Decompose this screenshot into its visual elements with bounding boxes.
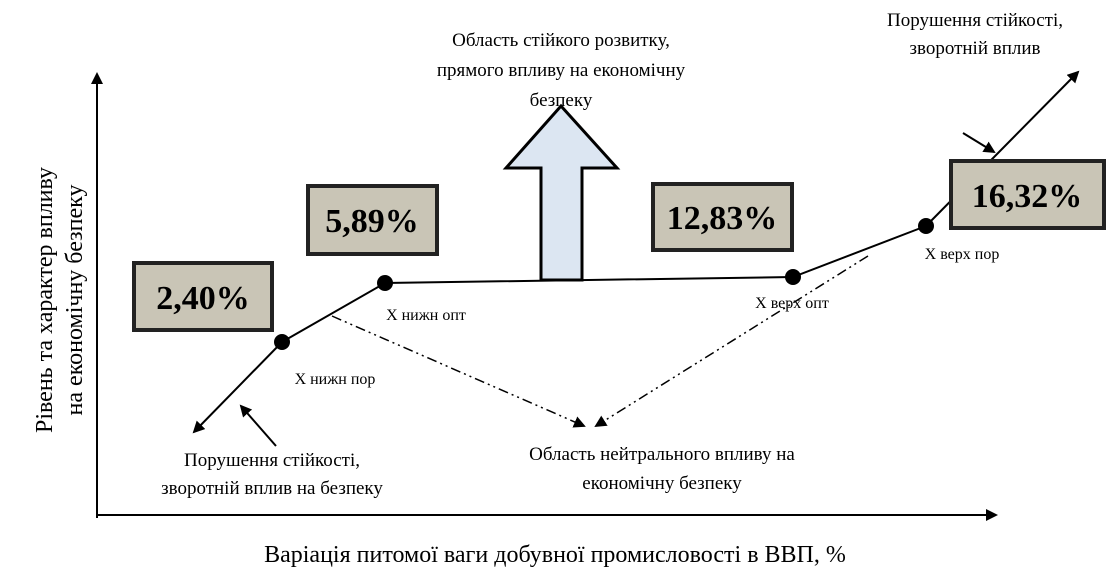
- pointer-arrow: [239, 404, 277, 447]
- point-label: Х нижн пор: [295, 371, 376, 388]
- value-label: 12,83%: [667, 200, 778, 237]
- dash-arrow: [594, 255, 869, 428]
- annotation: Область нейтрального впливу на: [529, 444, 795, 465]
- point-label: Х верх опт: [755, 295, 829, 312]
- y-axis-label: Рівень та характер впливу: [32, 167, 58, 433]
- curve-lower: [192, 341, 283, 434]
- value-box: [651, 182, 794, 252]
- x-axis-label: Варіація питомої ваги добувної промислов…: [264, 542, 846, 568]
- annotation: прямого впливу на економічну: [437, 60, 686, 81]
- value-label: 16,32%: [972, 178, 1083, 215]
- point-label: Х нижн опт: [386, 307, 466, 324]
- value-box: [132, 261, 274, 332]
- annotation: безпеку: [530, 90, 593, 111]
- block-arrow: [502, 103, 621, 282]
- value-box: [949, 159, 1106, 230]
- dash-arrow: [331, 315, 586, 428]
- annotation: економічну безпеку: [582, 473, 742, 494]
- point-label: Х верх пор: [925, 246, 1000, 263]
- value-label: 5,89%: [325, 203, 419, 240]
- point: [274, 334, 290, 350]
- value-label: 2,40%: [156, 280, 250, 317]
- annotation: Порушення стійкості,: [887, 10, 1063, 31]
- annotation: Порушення стійкості,: [184, 450, 360, 471]
- point: [377, 275, 393, 291]
- y-axis-label: на економічну безпеку: [62, 185, 88, 416]
- annotation: зворотній вплив на безпеку: [161, 478, 383, 499]
- annotation: Область стійкого розвитку,: [452, 30, 670, 51]
- pointer-arrow: [962, 132, 996, 154]
- point: [918, 218, 934, 234]
- curve: [281, 225, 927, 343]
- value-box: [306, 184, 439, 256]
- annotation: зворотній вплив: [909, 38, 1040, 59]
- point: [785, 269, 801, 285]
